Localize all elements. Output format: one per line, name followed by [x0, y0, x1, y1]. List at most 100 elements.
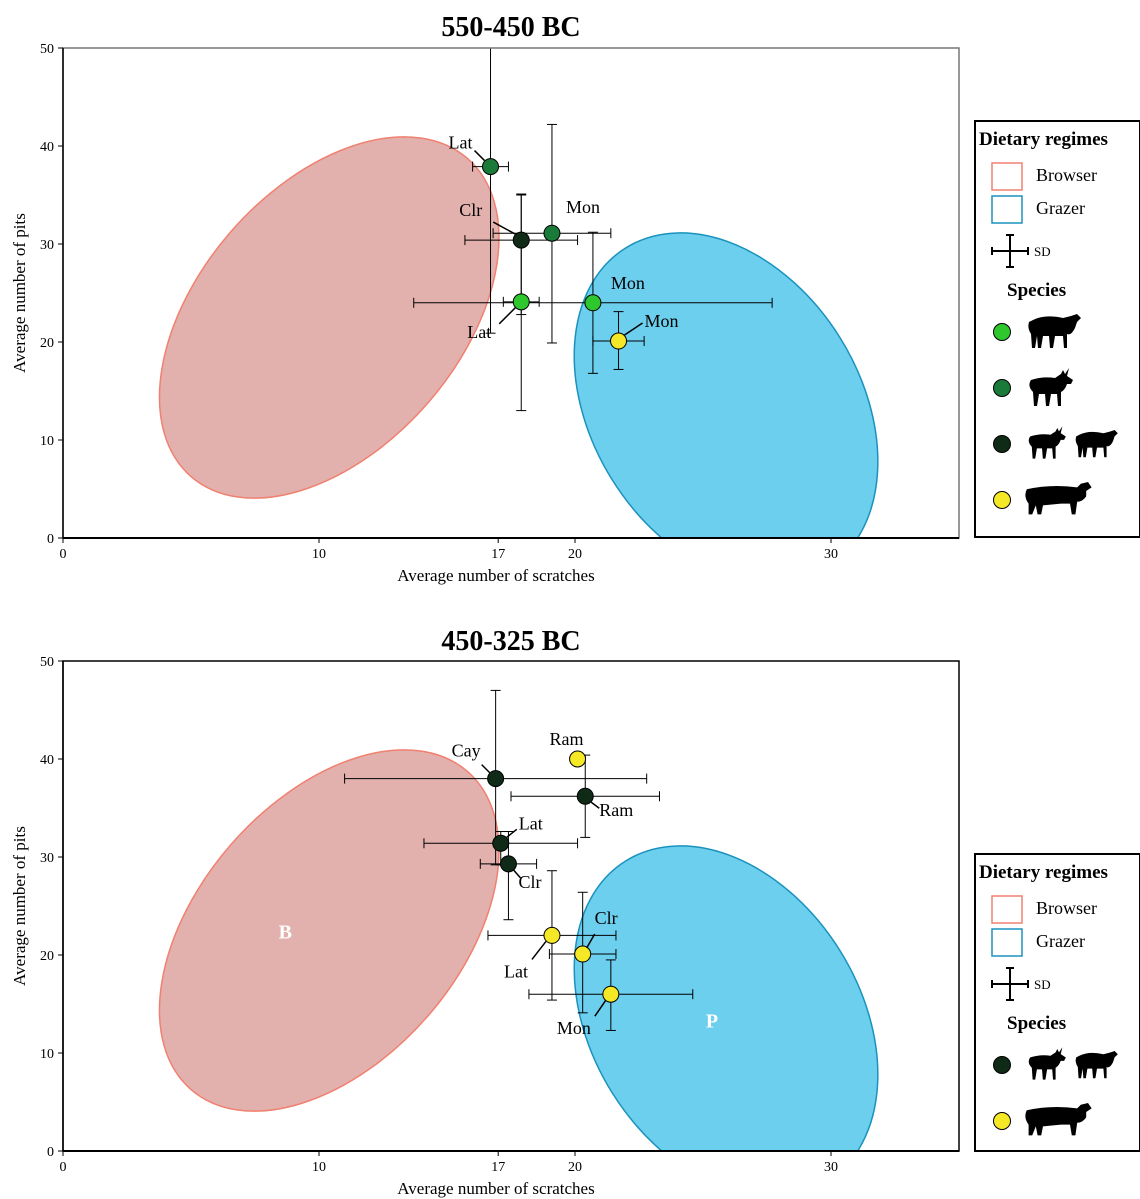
y-tick-label: 20: [40, 949, 54, 964]
x-tick-label: 10: [312, 1160, 326, 1175]
x-tick-label: 20: [568, 1160, 582, 1175]
point-label: Clr: [518, 872, 541, 892]
cattle-silhouette: [1025, 1103, 1092, 1136]
label-leader: [473, 150, 486, 162]
sheep-silhouette: [1075, 430, 1118, 458]
label-leader: [624, 322, 643, 336]
x-tick-label: 17: [491, 1160, 505, 1175]
legend-species-marker: [993, 435, 1011, 453]
goat-silhouette: [1028, 426, 1066, 459]
x-tick-label: 20: [568, 547, 582, 562]
data-point: [482, 158, 500, 176]
plot-area: [158, 48, 879, 538]
legend-swatch-browser: [991, 895, 1023, 924]
data-point: [492, 834, 510, 852]
legend-item-label: Browser: [1036, 165, 1097, 185]
region-grazer: [573, 232, 879, 538]
legend-item-label: Grazer: [1036, 931, 1085, 951]
label-leader: [590, 801, 600, 809]
legend-swatch-grazer: [991, 928, 1023, 957]
legend-item-label: Grazer: [1036, 198, 1085, 218]
y-tick-label: 40: [40, 140, 54, 155]
sheep-icon: [1028, 314, 1081, 348]
point-label: Mon: [611, 273, 645, 293]
legend-item-label: Browser: [1036, 898, 1097, 918]
legend-swatch-browser: [991, 162, 1023, 191]
data-point: [543, 224, 561, 242]
goat-sheep-icon: [1028, 1047, 1118, 1080]
legend-species-title: Species: [1007, 1013, 1066, 1034]
sheep-body: [1028, 314, 1081, 348]
point-label: Ram: [550, 729, 584, 749]
data-point: [610, 332, 628, 350]
legend: Dietary regimes Browser Grazer SD Species: [974, 120, 1140, 538]
legend-swatch-grazer: [991, 195, 1023, 224]
goat-body: [1028, 426, 1066, 459]
label-leader: [481, 764, 491, 774]
label-leader: [512, 869, 522, 879]
goat-icon: [1029, 368, 1073, 406]
legend-species-marker: [993, 1112, 1011, 1130]
x-axis-label: Average number of scratches: [397, 566, 594, 585]
region-browser: [158, 749, 500, 1112]
point-label: Clr: [459, 200, 482, 220]
goat-body: [1029, 368, 1073, 406]
data-point: [487, 770, 505, 788]
legend-title: Dietary regimes: [979, 129, 1108, 150]
legend-species-title: Species: [1007, 280, 1066, 301]
goat-silhouette: [1028, 1047, 1066, 1080]
x-tick-label: 17: [491, 547, 505, 562]
y-tick-label: 0: [47, 1145, 54, 1160]
cattle-body: [1025, 482, 1092, 515]
label-leader: [586, 933, 596, 949]
sheep-silhouette: [1075, 1051, 1118, 1079]
y-tick-label: 0: [47, 532, 54, 547]
region-label-grazer: P: [706, 1011, 718, 1033]
point-label: Lat: [449, 133, 473, 153]
point-label: Mon: [557, 1018, 591, 1038]
cattle-icon: [1025, 1103, 1092, 1136]
cattle-silhouette: [1025, 482, 1092, 515]
y-tick-label: 10: [40, 434, 54, 449]
data-point: [574, 945, 592, 963]
label-leader: [492, 221, 516, 235]
y-axis-label: Average number of pits: [10, 213, 29, 373]
legend-species-marker: [993, 323, 1011, 341]
y-tick-label: 50: [40, 655, 54, 670]
y-axis-label: Average number of pits: [10, 826, 29, 986]
data-point: [499, 855, 517, 873]
sheep-body: [1075, 430, 1118, 458]
data-point: [543, 926, 561, 944]
x-axis-label: Average number of scratches: [397, 1179, 594, 1198]
point-label: Ram: [599, 800, 633, 820]
point-label: Mon: [566, 197, 600, 217]
x-tick-label: 0: [60, 1160, 67, 1175]
plot-area: BP: [158, 689, 879, 1151]
legend-sd-label: SD: [1034, 244, 1051, 259]
data-point: [602, 985, 620, 1003]
legend-species-marker: [993, 379, 1011, 397]
y-tick-label: 30: [40, 238, 54, 253]
chart-title: 450-325 BC: [441, 626, 580, 657]
label-leader: [498, 307, 516, 325]
region-browser: [158, 136, 500, 499]
data-point: [576, 787, 594, 805]
y-tick-label: 30: [40, 851, 54, 866]
point-label: Lat: [467, 322, 491, 342]
legend-species-marker: [993, 491, 1011, 509]
sheep-silhouette: [1028, 314, 1081, 348]
point-label: Cay: [452, 741, 481, 761]
sheep-body: [1075, 1051, 1118, 1079]
x-tick-label: 30: [824, 547, 838, 562]
point-label: Mon: [645, 311, 679, 331]
goat-sheep-icon: [1028, 426, 1118, 459]
y-tick-label: 50: [40, 42, 54, 57]
y-tick-label: 20: [40, 336, 54, 351]
label-leader: [594, 999, 607, 1017]
legend-species-marker: [993, 1056, 1011, 1074]
y-tick-label: 40: [40, 753, 54, 768]
chart-title: 550-450 BC: [441, 12, 580, 43]
